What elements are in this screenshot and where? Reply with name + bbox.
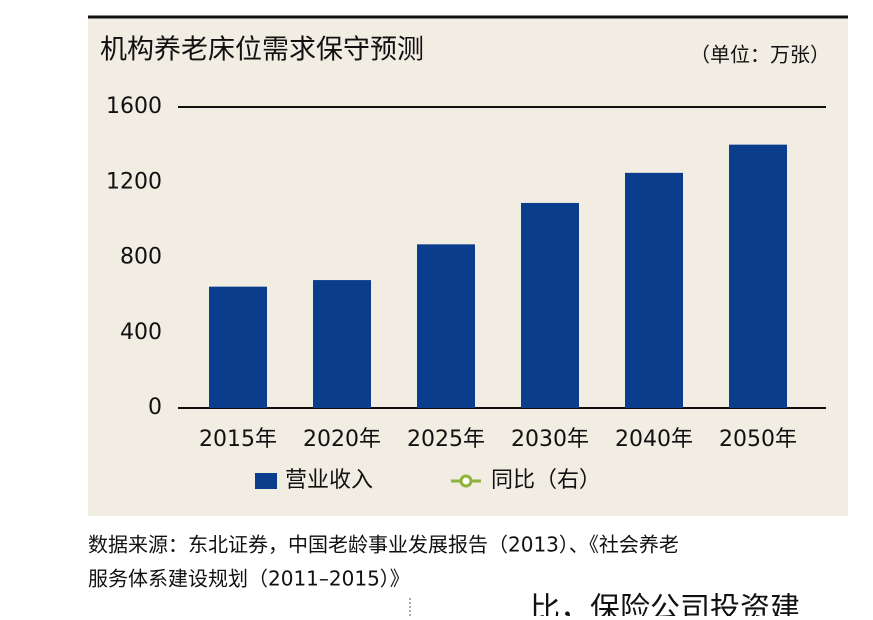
x-tick-label: 2025年 <box>407 427 485 452</box>
y-tick-label: 1600 <box>106 94 162 119</box>
y-tick-label: 0 <box>148 395 162 420</box>
y-tick-label: 800 <box>120 245 162 270</box>
unit-label: （单位：万张） <box>690 43 830 67</box>
source: 服务体系建设规划（2011–2015）》 <box>88 567 410 591</box>
bar <box>625 172 683 408</box>
source: 数据来源：东北证券，中国老龄事业发展报告（2013）、《社会养老 <box>88 533 679 557</box>
x-tick-label: 2015年 <box>199 427 277 452</box>
body-text: 比，保险公司投资建 <box>530 592 800 617</box>
legend-label: 营业收入 <box>285 468 373 493</box>
x-tick-label: 2030年 <box>511 427 589 452</box>
legend-swatch <box>255 473 277 489</box>
x-tick-label: 2040年 <box>615 427 693 452</box>
bar <box>729 144 787 408</box>
x-tick-label: 2020年 <box>303 427 381 452</box>
bar <box>417 244 475 408</box>
chart-title: 机构养老床位需求保守预测 <box>100 35 424 66</box>
x-tick-label: 2050年 <box>719 427 797 452</box>
y-tick-label: 1200 <box>106 169 162 194</box>
bar <box>209 286 267 408</box>
legend-swatch <box>459 474 473 488</box>
bar <box>313 280 371 408</box>
legend-label: 同比（右） <box>491 468 601 493</box>
y-tick-label: 400 <box>120 320 162 345</box>
bar <box>521 202 579 408</box>
